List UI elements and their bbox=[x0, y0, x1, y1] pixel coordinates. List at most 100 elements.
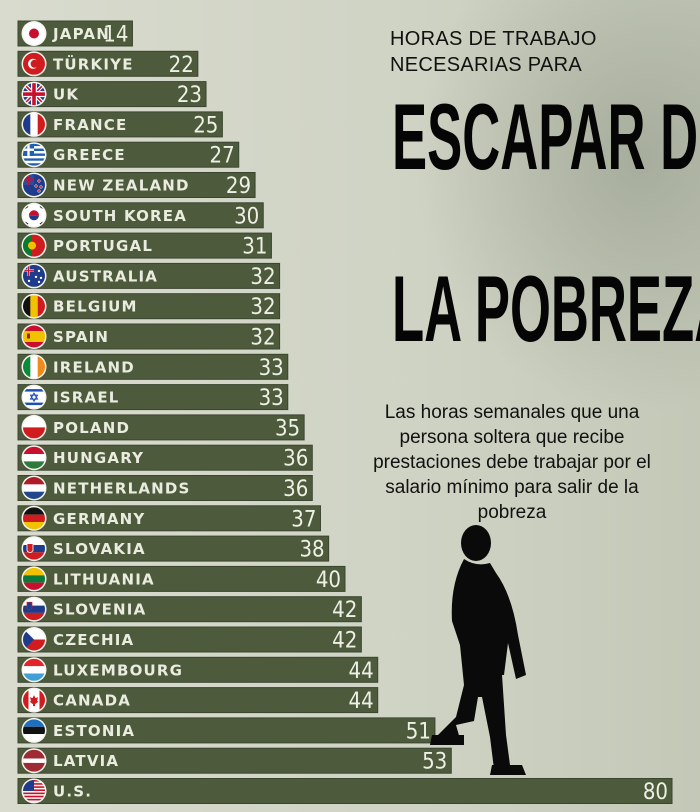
bar-row-portugal: PORTUGAL 31 bbox=[17, 232, 272, 260]
portugal-flag-icon bbox=[21, 233, 47, 259]
bar-value-australia: 32 bbox=[250, 265, 275, 290]
bar-lithuania bbox=[17, 565, 346, 592]
bar-germany bbox=[17, 505, 321, 532]
bar-greece bbox=[17, 141, 240, 168]
bar-label-slovakia: SLOVAKIA bbox=[53, 540, 146, 558]
bar-latvia bbox=[17, 747, 452, 774]
bar-poland bbox=[17, 414, 305, 441]
bar-slovakia bbox=[17, 535, 330, 562]
bar-label-japan: JAPAN bbox=[52, 25, 110, 43]
bar-label-latvia: LATVIA bbox=[53, 752, 119, 770]
bar-slovenia bbox=[17, 596, 362, 623]
bar-value-belgium: 32 bbox=[250, 295, 275, 320]
bar-row-luxembourg: LUXEMBOURG 44 bbox=[17, 656, 379, 684]
estonia-flag-icon bbox=[21, 717, 47, 743]
bar-value-lithuania: 40 bbox=[316, 568, 341, 593]
bar-row-greece: GREECE 27 bbox=[17, 141, 240, 169]
bar-value-estonia: 51 bbox=[406, 719, 431, 744]
bar-estonia bbox=[17, 717, 436, 744]
israel-flag-icon bbox=[21, 384, 47, 410]
bar-label-france: FRANCE bbox=[53, 116, 127, 134]
bar-value-netherlands: 36 bbox=[283, 477, 308, 502]
bar-row-australia: AUSTRALIA 32 bbox=[17, 262, 281, 290]
bar-label-uk: UK bbox=[53, 86, 79, 104]
bar-value-ireland: 33 bbox=[259, 356, 284, 381]
bar-row-turkiye: TÜRKIYE 22 bbox=[17, 50, 199, 78]
bar-new-zealand bbox=[17, 172, 256, 198]
bar-row-poland: POLAND 35 bbox=[17, 414, 305, 441]
bar-south-korea bbox=[17, 202, 264, 229]
bar-label-us: U.S. bbox=[53, 783, 92, 801]
belgium-flag-icon bbox=[21, 293, 47, 319]
us-flag-icon bbox=[21, 778, 47, 804]
bar-france bbox=[17, 111, 223, 138]
bar-canada bbox=[17, 687, 379, 714]
bar-us bbox=[17, 778, 673, 804]
slovakia-flag-icon bbox=[21, 536, 47, 562]
luxembourg-flag-icon bbox=[21, 657, 47, 683]
bar-row-uk: UK 23 bbox=[17, 81, 207, 108]
turkiye-flag-icon bbox=[21, 51, 47, 77]
canada-flag-icon bbox=[21, 687, 47, 713]
greece-flag-icon bbox=[21, 142, 47, 168]
bar-spain bbox=[17, 323, 281, 350]
bar-row-us: U.S. 80 bbox=[17, 778, 673, 805]
bar-value-greece: 27 bbox=[210, 144, 235, 169]
bar-portugal bbox=[17, 232, 272, 259]
bar-label-turkiye: TÜRKIYE bbox=[53, 54, 134, 73]
australia-flag-icon bbox=[21, 263, 47, 289]
germany-flag-icon bbox=[21, 505, 47, 531]
bar-netherlands bbox=[17, 475, 313, 501]
latvia-flag-icon bbox=[21, 748, 47, 774]
bar-label-portugal: PORTUGAL bbox=[53, 237, 153, 255]
czechia-flag-icon bbox=[21, 627, 47, 652]
bar-label-germany: GERMANY bbox=[53, 510, 145, 528]
bar-value-czechia: 42 bbox=[332, 629, 357, 654]
kicker-line-1: HORAS DE TRABAJO bbox=[390, 28, 597, 50]
ireland-flag-icon bbox=[21, 354, 47, 380]
lithuania-flag-icon bbox=[21, 566, 47, 592]
bar-label-greece: GREECE bbox=[53, 146, 126, 164]
south-korea-flag-icon bbox=[21, 202, 47, 228]
bar-row-belgium: BELGIUM 32 bbox=[17, 293, 281, 320]
bar-row-estonia: ESTONIA 51 bbox=[17, 717, 436, 744]
subtitle: Las horas semanales que una persona solt… bbox=[373, 402, 651, 523]
bar-value-japan: 14 bbox=[103, 23, 128, 48]
spain-flag-icon bbox=[21, 324, 47, 349]
bar-label-slovenia: SLOVENIA bbox=[53, 601, 146, 619]
headline-line-2: LA POBREZA bbox=[392, 256, 700, 361]
bar-value-slovakia: 38 bbox=[299, 538, 324, 563]
bar-value-us: 80 bbox=[643, 780, 668, 805]
bar-row-france: FRANCE 25 bbox=[17, 111, 223, 138]
bar-label-estonia: ESTONIA bbox=[53, 722, 135, 740]
kicker-title: HORAS DE TRABAJO NECESARIAS PARA bbox=[390, 26, 650, 78]
headline-line-1: ESCAPAR DE bbox=[392, 84, 700, 189]
bar-label-netherlands: NETHERLANDS bbox=[53, 480, 191, 498]
bar-label-israel: ISRAEL bbox=[53, 389, 120, 407]
bar-row-new-zealand: NEW ZEALAND 29 bbox=[17, 172, 256, 199]
bar-value-new-zealand: 29 bbox=[226, 174, 251, 199]
bar-label-hungary: HUNGARY bbox=[53, 449, 144, 467]
bar-row-south-korea: SOUTH KOREA 30 bbox=[17, 202, 264, 229]
bar-value-uk: 23 bbox=[177, 83, 202, 108]
bar-label-spain: SPAIN bbox=[53, 328, 109, 346]
bar-row-lithuania: LITHUANIA 40 bbox=[17, 565, 346, 593]
bar-label-ireland: IRELAND bbox=[53, 358, 135, 376]
bar-value-south-korea: 30 bbox=[234, 204, 259, 229]
bar-australia bbox=[17, 262, 281, 289]
bar-turkiye bbox=[17, 50, 199, 77]
bar-ireland bbox=[17, 353, 289, 380]
bar-czechia bbox=[17, 626, 362, 653]
bar-label-lithuania: LITHUANIA bbox=[53, 570, 155, 588]
bar-row-latvia: LATVIA 53 bbox=[17, 747, 452, 775]
france-flag-icon bbox=[21, 111, 47, 137]
bar-luxembourg bbox=[17, 656, 379, 683]
bar-label-czechia: CZECHIA bbox=[53, 631, 134, 649]
bar-value-canada: 44 bbox=[349, 689, 374, 714]
bar-value-latvia: 53 bbox=[422, 750, 447, 775]
bar-label-belgium: BELGIUM bbox=[53, 298, 138, 316]
bar-hungary bbox=[17, 444, 313, 471]
bar-label-canada: CANADA bbox=[53, 692, 131, 710]
